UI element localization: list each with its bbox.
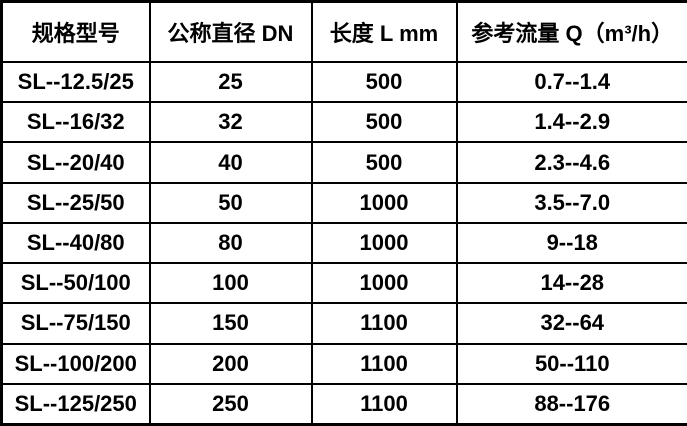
- table-cell: 32--64: [455, 302, 687, 345]
- header-model: 规格型号: [0, 0, 151, 63]
- table-cell: 200: [148, 342, 313, 385]
- table-cell: 1.4--2.9: [455, 101, 687, 144]
- table-cell: 2.3--4.6: [455, 141, 687, 184]
- table-cell: SL--20/40: [0, 141, 151, 184]
- table-cell: 100: [148, 262, 313, 305]
- table-cell: SL--16/32: [0, 101, 151, 144]
- table-cell: 32: [148, 101, 313, 144]
- table-cell: SL--75/150: [0, 302, 151, 345]
- table-cell: 250: [148, 382, 313, 426]
- table-cell: 1100: [310, 342, 458, 385]
- table-cell: 9--18: [455, 221, 687, 265]
- table-row: SL--20/40 40 500 2.3--4.6: [0, 141, 687, 184]
- table-cell: 14--28: [455, 262, 687, 305]
- header-nominal-diameter: 公称直径 DN: [148, 0, 313, 63]
- table-cell: 0.7--1.4: [455, 60, 687, 104]
- table-cell: 50--110: [455, 342, 687, 385]
- table-cell: 1000: [310, 262, 458, 305]
- table-cell: 1100: [310, 382, 458, 426]
- table-cell: 80: [148, 221, 313, 265]
- table-cell: 1000: [310, 221, 458, 265]
- table-cell: SL--40/80: [0, 221, 151, 265]
- table-row: SL--50/100 100 1000 14--28: [0, 262, 687, 305]
- table-cell: 50: [148, 181, 313, 224]
- table-cell: SL--50/100: [0, 262, 151, 305]
- table-row: SL--125/250 250 1100 88--176: [0, 382, 687, 426]
- table-cell: 500: [310, 141, 458, 184]
- table-cell: SL--125/250: [0, 382, 151, 426]
- table-row: SL--100/200 200 1100 50--110: [0, 342, 687, 385]
- table-cell: 40: [148, 141, 313, 184]
- header-row: 规格型号 公称直径 DN 长度 L mm 参考流量 Q（m³/h）: [0, 0, 687, 63]
- table-cell: 88--176: [455, 382, 687, 426]
- table-cell: SL--100/200: [0, 342, 151, 385]
- table-row: SL--75/150 150 1100 32--64: [0, 302, 687, 345]
- table-cell: 500: [310, 101, 458, 144]
- header-reference-flow: 参考流量 Q（m³/h）: [455, 0, 687, 63]
- table-row: SL--12.5/25 25 500 0.7--1.4: [0, 60, 687, 104]
- table-row: SL--16/32 32 500 1.4--2.9: [0, 101, 687, 144]
- table-row: SL--25/50 50 1000 3.5--7.0: [0, 181, 687, 224]
- table-cell: 3.5--7.0: [455, 181, 687, 224]
- table-cell: 150: [148, 302, 313, 345]
- table-cell: 1000: [310, 181, 458, 224]
- table-cell: SL--12.5/25: [0, 60, 151, 104]
- table-row: SL--40/80 80 1000 9--18: [0, 221, 687, 265]
- header-length: 长度 L mm: [310, 0, 458, 63]
- table-cell: SL--25/50: [0, 181, 151, 224]
- table-cell: 500: [310, 60, 458, 104]
- table-cell: 25: [148, 60, 313, 104]
- table-body: SL--12.5/25 25 500 0.7--1.4 SL--16/32 32 500 1.…: [0, 60, 687, 426]
- table-cell: 1100: [310, 302, 458, 345]
